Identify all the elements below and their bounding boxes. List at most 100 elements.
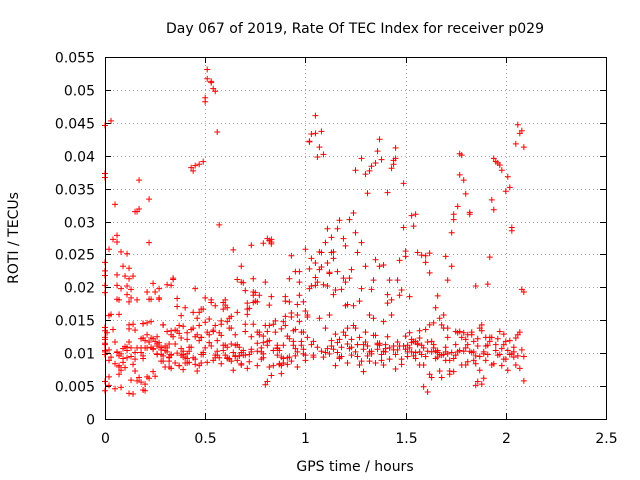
data-point <box>186 359 193 366</box>
data-point <box>188 344 195 351</box>
data-point <box>322 239 329 246</box>
data-point <box>204 359 211 366</box>
data-point <box>478 321 485 328</box>
data-point <box>372 360 379 367</box>
data-point <box>238 263 245 270</box>
data-point <box>202 98 209 105</box>
data-point <box>328 234 335 241</box>
data-point <box>314 344 321 351</box>
data-point <box>442 253 449 260</box>
data-point <box>312 130 319 137</box>
data-point <box>106 346 113 353</box>
data-point <box>340 329 347 336</box>
data-point <box>200 351 207 358</box>
data-point <box>244 311 251 318</box>
data-point <box>356 334 363 341</box>
data-point <box>192 285 199 292</box>
data-point <box>348 266 355 273</box>
data-point <box>286 298 293 305</box>
data-point <box>178 312 185 319</box>
data-point <box>354 353 361 360</box>
data-point <box>452 352 459 359</box>
data-point <box>192 162 199 169</box>
data-point <box>208 296 215 303</box>
data-point <box>474 342 481 349</box>
data-point <box>426 321 433 328</box>
data-point <box>320 281 327 288</box>
data-point <box>374 148 381 155</box>
data-point <box>488 196 495 203</box>
data-point <box>160 352 167 359</box>
data-point <box>386 277 393 284</box>
data-point <box>354 249 361 256</box>
data-point <box>126 298 133 305</box>
data-point <box>298 342 305 349</box>
data-point <box>174 350 181 357</box>
data-point <box>370 315 377 322</box>
data-point <box>118 248 125 255</box>
data-point <box>334 268 341 275</box>
data-point <box>506 184 513 191</box>
data-point <box>134 377 141 384</box>
y-tick-label: 0.01 <box>64 347 95 363</box>
data-point <box>272 329 279 336</box>
data-point <box>344 325 351 332</box>
data-point <box>134 296 141 303</box>
data-point <box>256 292 263 299</box>
data-point <box>232 353 239 360</box>
data-point <box>106 246 113 253</box>
data-point <box>358 155 365 162</box>
data-point <box>314 154 321 161</box>
data-point <box>490 360 497 367</box>
data-point <box>294 364 301 371</box>
data-point <box>308 131 315 138</box>
data-point <box>246 358 253 365</box>
data-point <box>470 338 477 345</box>
data-point <box>260 333 267 340</box>
data-point <box>464 341 471 348</box>
data-point <box>156 285 163 292</box>
data-point <box>490 155 497 162</box>
data-point <box>110 236 117 243</box>
data-point <box>194 315 201 322</box>
data-point <box>126 321 133 328</box>
data-point <box>144 319 151 326</box>
data-point <box>496 351 503 358</box>
data-point <box>272 317 279 324</box>
data-point <box>438 374 445 381</box>
data-point <box>212 322 219 329</box>
data-point <box>174 295 181 302</box>
data-point <box>110 326 117 333</box>
data-point <box>436 315 443 322</box>
data-point <box>220 306 227 313</box>
data-point <box>224 344 231 351</box>
data-point <box>352 325 359 332</box>
data-point <box>108 117 115 124</box>
data-point <box>150 280 157 287</box>
data-point <box>208 342 215 349</box>
data-point <box>398 361 405 368</box>
data-point <box>326 312 333 319</box>
data-point <box>312 260 319 267</box>
data-point <box>336 217 343 224</box>
data-point <box>384 291 391 298</box>
data-point <box>458 334 465 341</box>
data-point <box>230 349 237 356</box>
data-point <box>308 341 315 348</box>
data-point <box>220 347 227 354</box>
data-point <box>308 283 315 290</box>
data-point <box>126 338 133 345</box>
data-point <box>364 352 371 359</box>
data-point <box>302 308 309 315</box>
data-point <box>448 349 455 356</box>
data-point <box>148 296 155 303</box>
data-point <box>358 285 365 292</box>
data-point <box>470 348 477 355</box>
data-point <box>396 257 403 264</box>
data-point <box>500 341 507 348</box>
data-point <box>308 255 315 262</box>
data-point <box>368 163 375 170</box>
data-point <box>122 273 129 280</box>
data-point <box>520 288 527 295</box>
